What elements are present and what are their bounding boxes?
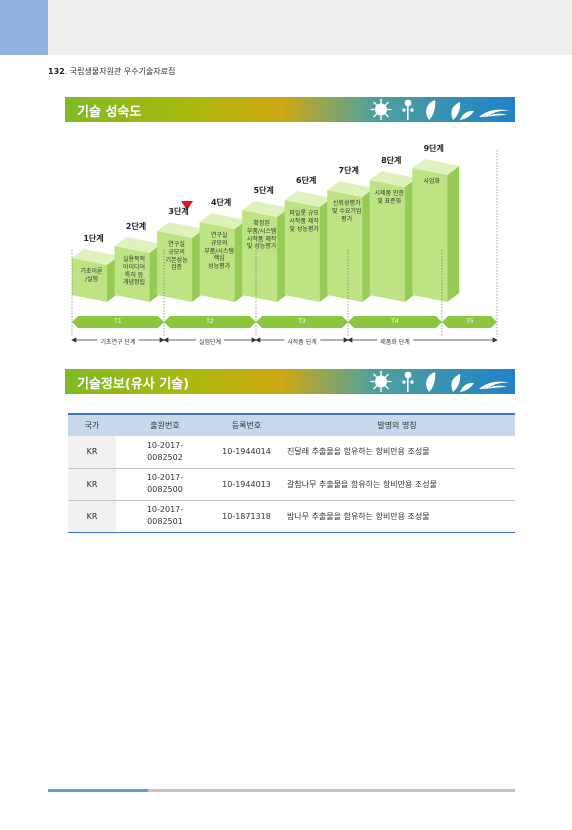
stage-label: 5단계	[253, 186, 274, 195]
book-title: 국립생물자원관 우수기술자료집	[69, 67, 176, 76]
footer-rule	[48, 789, 515, 792]
top-color-tab	[0, 0, 48, 55]
stage-description: 파일롯 규모 시작품 제작 및 성능평가	[289, 210, 319, 233]
stage-block-front	[157, 231, 193, 302]
t4-arrow	[348, 316, 442, 328]
t-label: T5	[466, 318, 474, 325]
stage-block-top	[412, 159, 460, 175]
cell-invention-title: 진달래 추출물을 함유하는 항비만용 조성물	[279, 436, 515, 469]
stage-label: 9단계	[423, 144, 444, 153]
stage-label: 8단계	[381, 156, 402, 165]
stage-block-side	[447, 166, 460, 302]
stage-block-top	[72, 249, 119, 265]
stage-block-front	[114, 246, 150, 302]
stage-description: 확정된 부품/시스템 시작품 제작 및 성능평가	[246, 220, 277, 251]
cell-application-no: 10-2017- 0082502	[116, 436, 214, 469]
stage-block-top	[114, 237, 162, 253]
top-band	[0, 0, 572, 55]
cell-country: KR	[68, 500, 116, 533]
stage-block-front	[369, 180, 405, 302]
t-label: T1	[114, 318, 122, 325]
cell-application-no: 10-2017- 0082501	[116, 500, 214, 533]
maturity-diagram	[71, 150, 498, 343]
stage-block-front	[327, 190, 363, 302]
table-row: KR 10-2017- 0082502 10-1944014 진달래 추출물을 …	[68, 436, 515, 469]
nature-silhouette-icon	[370, 371, 510, 392]
t5-arrow	[442, 316, 497, 328]
similar-tech-table: 국가 출원번호 등록번호 발명의 명칭 KR 10-2017- 0082502 …	[68, 413, 515, 533]
t3-arrow	[256, 316, 348, 328]
maturity-section-title: 기술 성숙도	[77, 105, 142, 120]
cell-registration-no: 10-1944014	[214, 436, 279, 469]
similar-tech-section-bar: 기술정보(유사 기술)	[65, 369, 515, 394]
t-label: T2	[206, 318, 214, 325]
table-row: KR 10-2017- 0082501 10-1871318 밤나무 추출물을 …	[68, 500, 515, 533]
t-label: T4	[391, 318, 399, 325]
stage-description: 시제품 인증 및 표준화	[374, 190, 404, 205]
footer-rule-accent	[48, 789, 148, 792]
stage-description: 신뢰성평가 및 수요기업 평가	[331, 200, 362, 223]
stage-block-top	[327, 181, 375, 197]
similar-tech-section-title: 기술정보(유사 기술)	[77, 377, 190, 392]
stage-block-top	[157, 222, 205, 238]
cell-registration-no: 10-1871318	[214, 500, 279, 533]
stage-block-front	[284, 200, 320, 302]
stage-block-top	[369, 171, 417, 187]
maturity-section-bar: 기술 성숙도	[65, 97, 515, 122]
t2-arrow	[164, 316, 256, 328]
cell-invention-title: 밤나무 추출물을 함유하는 항비만용 조성물	[279, 500, 515, 533]
page-number-dot: .	[64, 67, 70, 76]
nature-silhouette-icon	[370, 99, 510, 120]
page-number: 132	[48, 67, 65, 76]
stage-block-front	[72, 258, 107, 302]
stage-label: 7단계	[338, 166, 359, 175]
column-header-registration-no: 등록번호	[214, 413, 279, 436]
table-header-row: 국가 출원번호 등록번호 발명의 명칭	[68, 413, 515, 436]
stage-label: 3단계	[168, 207, 189, 216]
stage-label: 4단계	[210, 198, 232, 207]
cell-invention-title: 갈참나무 추출물을 함유하는 항비만용 조성물	[279, 468, 515, 501]
phase-label: 기초연구 단계	[97, 337, 139, 346]
stage-block-front	[199, 222, 235, 302]
cell-country: KR	[68, 436, 116, 469]
page-header: 132. 국립생물자원관 우수기술자료집	[48, 66, 175, 77]
cell-registration-no: 10-1944013	[214, 468, 279, 501]
t1-arrow	[72, 316, 164, 328]
stage-block-front	[242, 210, 278, 302]
table-row: KR 10-2017- 0082500 10-1944013 갈참나무 추출물을…	[68, 468, 515, 501]
stage-description: 연구실 규모의 부품/시스템 핵심 성능평가	[204, 232, 234, 271]
column-header-invention-title: 발명의 명칭	[279, 413, 515, 436]
current-stage-marker-icon	[181, 201, 193, 210]
phase-label: 실험단계	[195, 337, 225, 346]
stage-description: 사업화	[423, 178, 441, 185]
stage-block-front	[412, 168, 448, 302]
stage-block-top	[199, 213, 247, 229]
stage-description: 연구실 규모의 기본성능 검증	[165, 241, 188, 272]
stage-description: 기초이론 /실험	[80, 268, 103, 283]
cell-country: KR	[68, 468, 116, 501]
column-header-country: 국가	[68, 413, 116, 436]
phase-label: 시작품 단계	[284, 337, 320, 346]
column-header-application-no: 출원번호	[116, 413, 214, 436]
phase-label: 제품화 단계	[377, 337, 413, 346]
stage-block-top	[242, 201, 290, 217]
stage-label: 6단계	[296, 176, 317, 185]
stage-block-top	[284, 191, 332, 207]
cell-application-no: 10-2017- 0082500	[116, 468, 214, 501]
stage-label: 2단계	[125, 222, 147, 231]
t-label: T3	[298, 318, 306, 325]
stage-label: 1단계	[83, 234, 104, 243]
stage-description: 실용목적 아이디어 특허 등 개념정립	[122, 256, 146, 287]
